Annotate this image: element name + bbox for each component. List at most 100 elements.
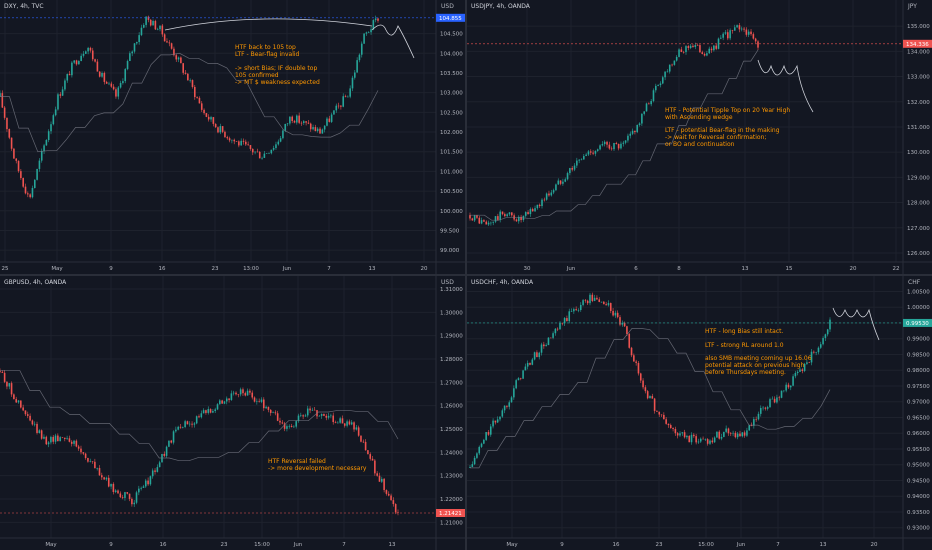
candle-body bbox=[193, 423, 196, 425]
candle-body bbox=[503, 405, 506, 411]
candle-body bbox=[504, 214, 506, 217]
x-tick-label: 15:00 bbox=[698, 542, 714, 548]
gbpusd-chart[interactable]: 1.31000 1.30000 1.29000 1.28000 1.27000 1.260… bbox=[0, 276, 465, 550]
candle-body bbox=[529, 362, 531, 365]
candle-body bbox=[748, 425, 751, 431]
candle-body bbox=[659, 83, 662, 86]
candle-body bbox=[692, 45, 694, 48]
y-tick-label: 129.000 bbox=[907, 175, 930, 181]
candle-body bbox=[596, 149, 599, 151]
candle-body bbox=[314, 127, 317, 132]
candle-body bbox=[356, 60, 358, 73]
currency-label: JPY bbox=[908, 3, 917, 10]
y-tick-label: 134.000 bbox=[907, 49, 930, 55]
candle-body bbox=[144, 480, 147, 487]
dxy-panel[interactable]: 104.500 104.000 103.500 103.000 102.500 102.0… bbox=[0, 0, 465, 274]
candle-body bbox=[594, 150, 597, 154]
candle-body bbox=[140, 27, 143, 36]
candle-body bbox=[87, 458, 89, 462]
x-tick-label: Jun bbox=[293, 542, 303, 548]
candle-body bbox=[45, 436, 48, 445]
usdjpy-panel[interactable]: 135.000 134.000 133.000 132.000 131.000 130.0… bbox=[467, 0, 932, 274]
candle-body bbox=[293, 120, 296, 123]
candle-body bbox=[689, 45, 692, 48]
candle-body bbox=[247, 144, 249, 146]
candle-body bbox=[643, 111, 645, 114]
candle-body bbox=[545, 193, 548, 200]
candle-body bbox=[38, 430, 41, 433]
candle-body bbox=[225, 398, 228, 402]
candle-body bbox=[669, 425, 672, 428]
candle-body bbox=[704, 439, 707, 440]
candle-body bbox=[510, 397, 513, 403]
candle-body bbox=[334, 422, 337, 423]
candle-body bbox=[36, 423, 38, 433]
candle-body bbox=[235, 392, 237, 395]
x-tick-label: 9 bbox=[109, 266, 113, 272]
candle-body bbox=[31, 420, 34, 425]
candle-body bbox=[630, 347, 633, 356]
x-tick-label: 13 bbox=[389, 542, 396, 548]
x-tick-label: 7 bbox=[342, 542, 346, 548]
y-tick-label: 1.29000 bbox=[440, 334, 463, 340]
candle-body bbox=[661, 77, 664, 84]
panel-divider-horizontal[interactable] bbox=[0, 274, 932, 276]
y-tick-label: 99.500 bbox=[440, 228, 460, 234]
candle-body bbox=[156, 29, 159, 30]
candle-body bbox=[622, 142, 625, 144]
y-tick-label: 103.500 bbox=[440, 71, 463, 77]
candle-body bbox=[57, 435, 59, 442]
candle-body bbox=[826, 329, 829, 335]
candle-body bbox=[52, 436, 55, 442]
gbpusd-panel[interactable]: 1.31000 1.30000 1.29000 1.28000 1.27000 1.260… bbox=[0, 276, 465, 550]
candle-body bbox=[754, 38, 757, 42]
candle-body bbox=[746, 430, 748, 436]
candle-body bbox=[173, 48, 175, 56]
candle-body bbox=[556, 328, 559, 330]
candle-body bbox=[346, 421, 348, 426]
candle-body bbox=[492, 221, 495, 223]
candle-body bbox=[245, 141, 247, 145]
candle-body bbox=[36, 168, 38, 180]
candle-body bbox=[189, 80, 191, 81]
candle-body bbox=[536, 204, 539, 209]
candle-body bbox=[263, 153, 266, 158]
candle-body bbox=[156, 467, 159, 472]
candle-body bbox=[40, 151, 43, 161]
candle-body bbox=[759, 407, 762, 414]
candle-body bbox=[552, 190, 555, 193]
candle-body bbox=[277, 141, 280, 145]
candle-body bbox=[54, 109, 57, 116]
usdchf-chart[interactable]: 1.005001.000000.995000.990000.985000.980… bbox=[467, 276, 932, 550]
candle-body bbox=[817, 347, 820, 353]
candle-body bbox=[354, 72, 356, 78]
x-tick-label: Jun bbox=[282, 266, 292, 272]
candle-body bbox=[397, 512, 399, 513]
dxy-chart[interactable]: 104.500 104.000 103.500 103.000 102.500 102.0… bbox=[0, 0, 465, 274]
candle-body bbox=[31, 187, 34, 198]
candle-body bbox=[563, 318, 566, 324]
usdjpy-chart[interactable]: 135.000 134.000 133.000 132.000 131.000 130.0… bbox=[467, 0, 932, 274]
candle-body bbox=[703, 53, 706, 56]
y-tick-label: 0.95000 bbox=[907, 463, 930, 469]
candle-body bbox=[66, 438, 68, 439]
candle-body bbox=[372, 20, 375, 30]
candle-body bbox=[819, 344, 822, 348]
candle-body bbox=[616, 312, 619, 318]
candle-body bbox=[38, 160, 41, 169]
x-tick-label: 13:00 bbox=[243, 266, 259, 272]
candle-body bbox=[752, 34, 755, 39]
y-tick-label: 0.96500 bbox=[907, 415, 930, 421]
x-tick-label: 25 bbox=[2, 266, 9, 272]
candle-body bbox=[621, 322, 624, 325]
candle-body bbox=[363, 33, 365, 44]
candle-body bbox=[557, 180, 560, 185]
candle-body bbox=[473, 457, 476, 465]
candle-body bbox=[580, 159, 583, 161]
y-tick-label: 0.93500 bbox=[907, 510, 930, 516]
candle-body bbox=[17, 160, 20, 172]
candle-body bbox=[745, 29, 748, 35]
candle-body bbox=[554, 328, 557, 334]
usdchf-panel[interactable]: 1.005001.000000.995000.990000.985000.980… bbox=[467, 276, 932, 550]
candle-body bbox=[766, 407, 769, 409]
